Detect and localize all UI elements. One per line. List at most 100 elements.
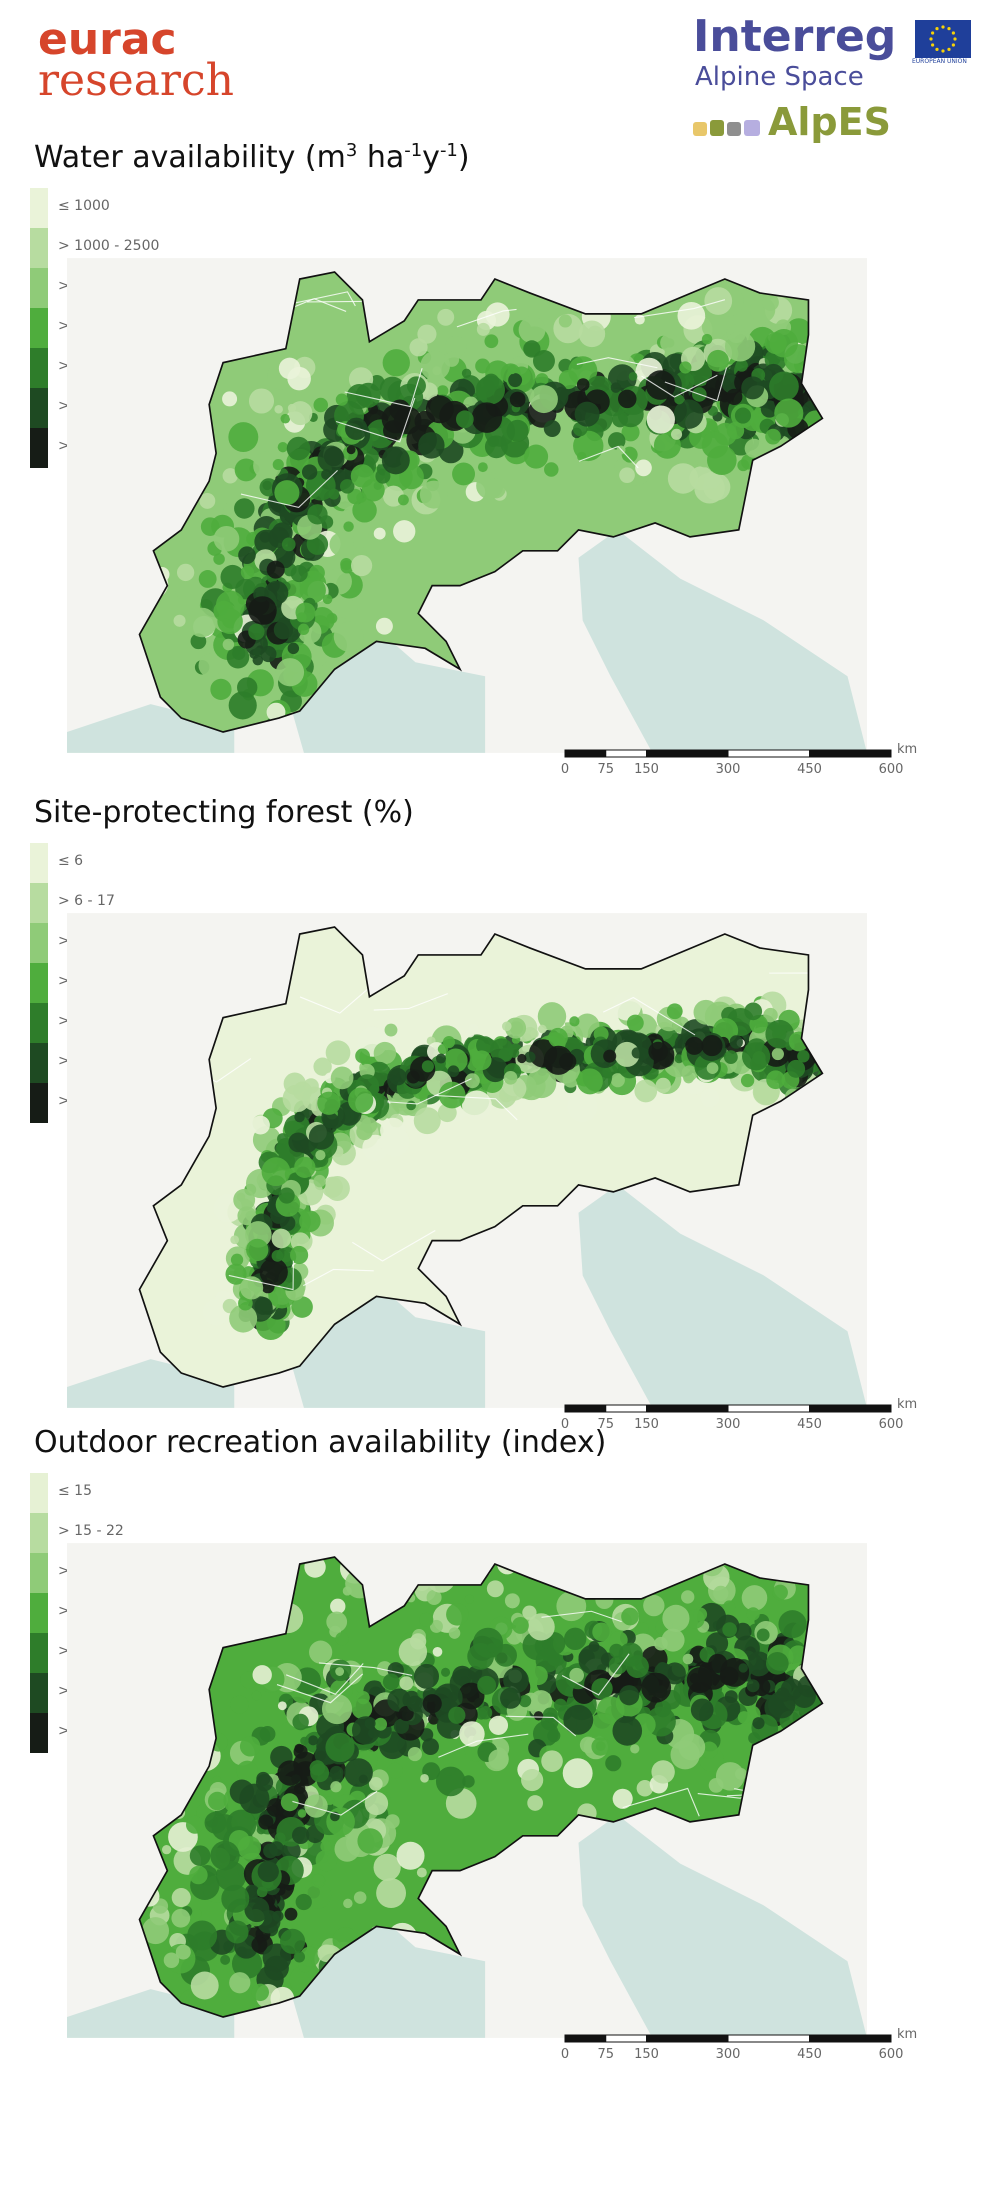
map-patch (356, 1691, 370, 1705)
legend-swatch (30, 1003, 48, 1043)
map-patch (748, 1732, 761, 1745)
map-patch (278, 1187, 295, 1204)
map-patch (524, 1051, 536, 1063)
map-patch (357, 1828, 383, 1854)
map-patch (744, 1002, 763, 1021)
map-patch (229, 1304, 258, 1333)
map-patch (353, 1891, 367, 1904)
map-patch (476, 375, 505, 405)
map-patch (420, 1773, 429, 1783)
legend-swatch (30, 1043, 48, 1083)
map-patch (248, 623, 265, 640)
map-patch (769, 371, 799, 402)
map-patch (486, 1642, 497, 1654)
map-patch (217, 608, 243, 635)
map-patch (543, 1045, 574, 1075)
map-patch (393, 1718, 409, 1734)
scale-segment (727, 749, 810, 758)
map-patch (237, 677, 258, 698)
legend-label: ≤ 6 (58, 853, 84, 869)
scale-label: 0 (560, 762, 570, 777)
map-patch (769, 328, 799, 358)
region-border (505, 1715, 577, 1737)
region-border (276, 1673, 364, 1704)
region-border (576, 357, 658, 369)
map-patch (426, 1589, 442, 1605)
map-patch (422, 1694, 442, 1714)
map-patch (542, 1707, 558, 1723)
map-patch (651, 1760, 675, 1784)
map-patch (175, 1944, 191, 1960)
map-patch (621, 446, 638, 463)
title-part: ) (457, 140, 470, 175)
map-patch (330, 1781, 342, 1793)
map-patch (294, 1156, 316, 1178)
map-patch (459, 1721, 485, 1747)
scale-label: 75 (597, 2047, 615, 2062)
region-border (387, 1078, 472, 1105)
region-border (434, 1094, 518, 1121)
map-patch (563, 1704, 594, 1735)
map-patch (663, 1662, 686, 1685)
map-patch (259, 1258, 288, 1287)
map-patch (207, 1791, 227, 1811)
map-patch (760, 400, 779, 418)
map-patch (288, 1132, 309, 1153)
map-patch (746, 1679, 760, 1693)
map-patch (619, 1685, 640, 1706)
legend-swatch (30, 348, 48, 388)
legend-swatch (30, 1713, 48, 1753)
map-patch (364, 1791, 389, 1816)
map-patch (685, 1036, 704, 1055)
map-patch (612, 991, 642, 1021)
map-patch (310, 1763, 330, 1783)
region-border (456, 308, 517, 328)
scale-bar (564, 749, 892, 758)
map-patch (681, 1065, 698, 1082)
map-patch (578, 320, 606, 348)
map-patch (589, 346, 605, 362)
map-patch (635, 1621, 649, 1636)
map-patch (700, 1088, 720, 1108)
map-patch (455, 410, 474, 429)
map-patch (297, 1809, 307, 1818)
map-patch (171, 1888, 191, 1908)
map-patch (762, 294, 779, 311)
map-patch (233, 1188, 256, 1211)
map-patch (628, 372, 638, 381)
map-patch (719, 1666, 739, 1686)
map-patch (537, 1002, 567, 1031)
map-patch (521, 1768, 544, 1792)
map-patch (389, 1068, 407, 1086)
map-patch (596, 1696, 625, 1725)
scale-label: 150 (634, 762, 659, 777)
map-patch (741, 376, 765, 400)
map-patch (723, 1050, 738, 1064)
map-patch (441, 1667, 451, 1677)
map-patch (161, 1845, 172, 1855)
map-patch (742, 1042, 771, 1071)
map-patch (382, 1673, 400, 1691)
map-patch (461, 1090, 492, 1121)
region-border (292, 1790, 378, 1816)
map-patch (308, 1735, 319, 1746)
alpes-logo: AlpES (768, 100, 891, 144)
map-patch (322, 1112, 339, 1129)
map-patch (272, 459, 284, 471)
map-patch (238, 1295, 253, 1311)
map-patch (373, 1853, 401, 1881)
map-patch (527, 1795, 543, 1811)
map-patch (610, 1073, 625, 1088)
map-patch (744, 438, 764, 458)
scale-label: 450 (797, 1417, 822, 1432)
map-patch (340, 558, 353, 571)
map-patch (682, 1653, 694, 1665)
scale-segment (605, 749, 647, 758)
map-patch (462, 1775, 475, 1788)
eurac-logo-line1: eurac (38, 14, 177, 65)
map-patch (375, 468, 391, 484)
region-border (664, 367, 728, 402)
map-patch (707, 349, 729, 372)
title-part: -1 (404, 140, 423, 161)
map-patch (419, 480, 448, 509)
